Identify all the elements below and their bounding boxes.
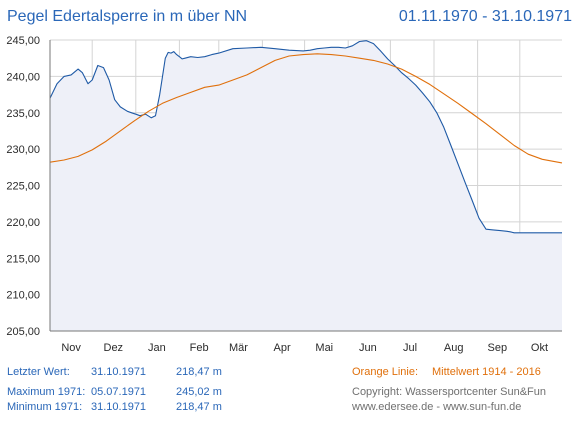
level-chart: 205,00 210,00 215,00 220,00 225,00 230,00 235,… [6,35,563,354]
minimum-date: 31.10.1971 [91,401,147,413]
chart-title: Pegel Edertalsperre in m über NN [7,8,248,25]
orange-line-label: Orange Linie: [352,366,419,378]
maximum-label: Maximum 1971: [7,386,86,398]
x-tick-label: Jan [148,342,166,354]
y-tick-label: 245,00 [6,35,40,47]
x-tick-label: Feb [190,342,209,354]
website-links: www.edersee.de - www.sun-fun.de [352,401,522,413]
copyright: Copyright: Wassersportcenter Sun&Fun [352,386,547,398]
y-tick-label: 235,00 [6,108,40,120]
minimum-label: Minimum 1971: [7,401,83,413]
x-tick-label: Dez [104,342,124,354]
series-layer [49,40,563,234]
last-value: 218,47 m [176,366,222,378]
x-tick-label: Okt [531,342,548,354]
y-tick-label: 215,00 [6,253,40,265]
x-tick-label: Jul [403,342,417,354]
y-tick-label: 210,00 [6,290,40,302]
orange-line-desc: Mittelwert 1914 - 2016 [432,366,541,378]
last-value-date: 31.10.1971 [91,366,147,378]
level-area-fill [50,40,562,331]
x-tick-label: Mai [315,342,333,354]
mean-series-line [49,53,563,164]
maximum-date: 05.07.1971 [91,386,147,398]
date-range: 01.11.1970 - 31.10.1971 [398,8,572,25]
label-layer: 205,00 210,00 215,00 220,00 225,00 230,00 235,… [6,35,548,354]
axis-layer [49,40,562,332]
x-tick-label: Apr [274,342,291,354]
area-layer [50,40,562,331]
last-value-label: Letzter Wert: [7,366,70,378]
x-tick-label: Mär [229,342,248,354]
level-series-line [49,40,562,234]
x-tick-label: Nov [61,342,81,354]
y-tick-label: 225,00 [6,181,40,193]
y-tick-label: 220,00 [6,217,40,229]
y-tick-label: 230,00 [6,144,40,156]
y-tick-label: 240,00 [6,71,40,83]
y-tick-label: 205,00 [6,326,40,338]
x-tick-label: Sep [488,342,508,354]
x-tick-label: Jun [359,342,377,354]
minimum-value: 218,47 m [176,401,222,413]
maximum-value: 245,02 m [176,386,222,398]
x-tick-label: Aug [444,342,464,354]
